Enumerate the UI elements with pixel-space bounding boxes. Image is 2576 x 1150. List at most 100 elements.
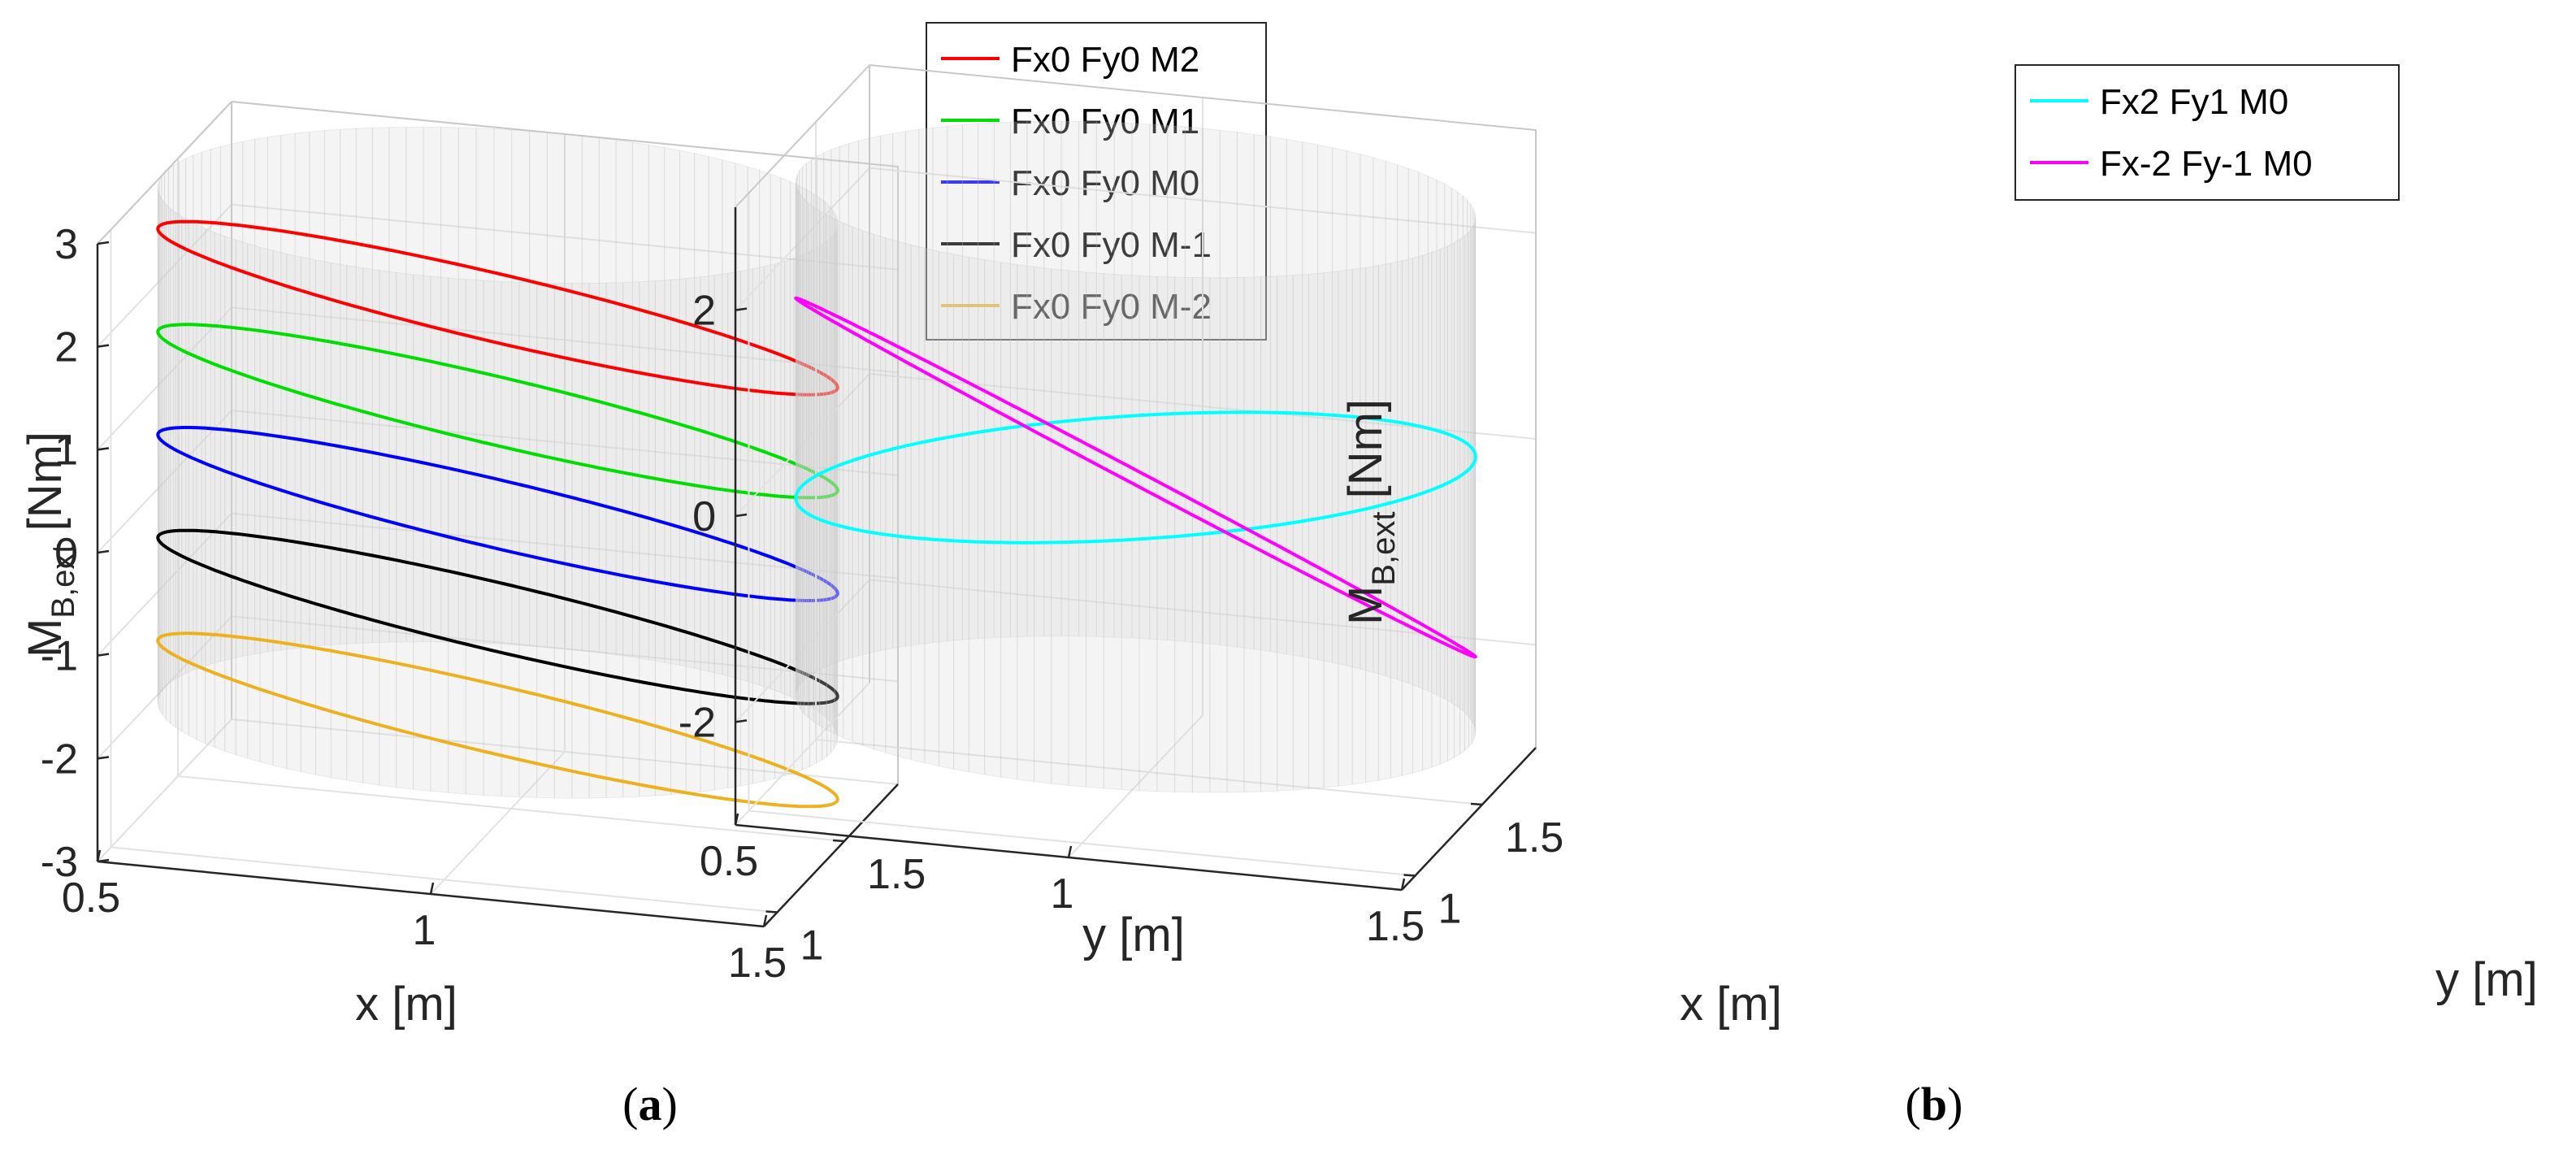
panel-b-surface-facet [1086,271,1104,789]
panel-a-z-tick-label: -1 [41,633,78,680]
panel-b-grid-line [869,167,1537,234]
panel-b-z-tick-mark [735,307,748,311]
panel-a-z-tick-mark [97,858,110,863]
panel-b: 20-20.511.5 11.5 x [m] y [m] MB,ext [Nm] … [679,64,2538,1130]
panel-a-box-edge [231,101,899,784]
panel-b-surface-facet [1462,195,1468,716]
panel-b-y-axis-label: y [m] [2435,953,2538,1006]
panel-a-surface-facet [315,259,332,779]
panel-b-surface-facet [1373,157,1386,677]
panel-a-surface-facet [330,262,348,781]
panel-b-surface-facet [1317,144,1334,663]
panel-b-y-tick-label: 1 [1438,886,1462,933]
panel-a-surface-facet [201,149,211,668]
panel-b-caption-open: ( [1906,1078,1921,1130]
panel-a-z-tick-mark [97,447,110,451]
panel-a-series [156,219,839,809]
panel-a-z-label-unit: [Nm] [19,432,72,545]
panel-b-surface-facet [1103,273,1122,791]
panel-a-surface-facet [181,215,189,736]
panel-a-grid-line [97,306,232,451]
panel-b-surface-facet [797,189,801,711]
panel-b-surface-facet [918,127,934,645]
panel-b-surface-facet [932,125,948,644]
panel-b-surface-facet [953,254,969,773]
panel-a-surface-facet [388,126,407,643]
panel-a-surface-facet [759,170,771,690]
panel-a-surface-facet [247,243,261,763]
panel-a-surface-facet [789,180,800,701]
panel-a-surface-facet [806,189,814,710]
panel-b-surface-facet [1260,276,1278,792]
panel-b-x-tick-mark [1400,878,1406,891]
panel-b-surface-facet [1427,175,1438,696]
panel-a-surface-facet [371,127,390,644]
panel-a-surface-facet [158,192,161,711]
panel-b-surface-facet [1051,268,1069,786]
panel-b-surface-facet [897,241,912,761]
panel-a-surface-facet [340,128,357,645]
panel-a-z-axis-label: MB,ext [Nm] [19,432,81,657]
panel-a-grid-line [231,615,899,683]
panel-b-surface-facet [1454,238,1461,758]
panel-a-surface-facet [511,129,531,647]
panel-b-grid-line [1068,714,1203,858]
panel-a-surface-facet [770,173,782,693]
panel-b-z-label-main: M [1339,586,1392,625]
panel-a-surface-facet [822,241,828,761]
panel-a-surface-facet [185,154,194,675]
panel-b-surface-facet [978,122,995,640]
panel-b-x-tick-label: 1 [1051,870,1074,918]
panel-a-x-axis-label: x [m] [355,978,458,1031]
panel-b-surface-facet [1243,276,1262,793]
panel-a-legend-label: Fx0 Fy0 M-1 [1011,225,1212,265]
panel-b-surface-facet [1338,269,1353,787]
panel-b-surface-facet [805,158,812,679]
panel-b-caption: (b) [1906,1078,1963,1130]
panel-b-surface-facet [1390,260,1403,779]
panel-b-surface-facet [1167,124,1186,642]
panel-a-surface-facet [713,272,729,791]
panel-a-surface-facet [685,276,701,794]
panel-b-surface-facet [1078,120,1097,637]
panel-a-grid-line [430,751,566,895]
panel-b-surface-facet [803,197,809,719]
panel-b-z-tick-label: -2 [679,699,716,746]
panel-a-z-tick-mark [97,241,110,245]
panel-a-surface-facet [564,133,583,652]
panel-a-caption-label: a [639,1078,662,1130]
panel-b-surface-facet [1446,241,1455,762]
panel-b-surface-facet [1436,179,1446,700]
panel-a-surface-facet [598,137,617,656]
panel-a-caption: (a) [622,1078,678,1130]
panel-b-x-axis-label: x [m] [1680,978,1782,1031]
panel-a-surface-facet [170,207,176,728]
panel-a-surface-facet [165,203,171,725]
panel-b-surface-facet [904,128,920,647]
panel-a-z-tick-mark [97,756,110,760]
panel-b-surface-facet [1451,187,1459,708]
panel-b-series [794,296,1477,659]
panel-a-legend-label: Fx0 Fy0 M-2 [1011,287,1212,327]
panel-b-legend: Fx2 Fy1 M0 Fx-2 Fy-1 M0 [2014,64,2400,201]
panel-a-x-tick-label: 1 [413,907,436,954]
panel-b-grid-line [735,579,870,723]
panel-b-surface-facet [1457,191,1464,712]
panel-a-grid-line [97,203,232,348]
panel-b-surface-facet [1253,133,1271,653]
panel-a-surface-facet [224,236,236,756]
panel-b-surface-facet [834,218,844,739]
panel-a-grid-line [97,410,232,553]
panel-b-ticks: 2 0 -2 0.5 1 1.5 1 1.5 [679,288,1564,950]
panel-a-caption-close: ) [662,1078,678,1130]
panel-a-grid-line [97,615,232,760]
panel-a-surface-facet [780,177,791,697]
panel-b-surface-facet [1365,265,1379,783]
panel-b-surface-facet [910,244,926,764]
panel-b-series-line-1 [794,296,1477,659]
panel-b-series-line-0 [794,410,1477,545]
panel-a-surface-facet [210,145,221,665]
panel-b-surface-facet [1113,122,1133,639]
panel-a-surface-facet [161,171,165,692]
